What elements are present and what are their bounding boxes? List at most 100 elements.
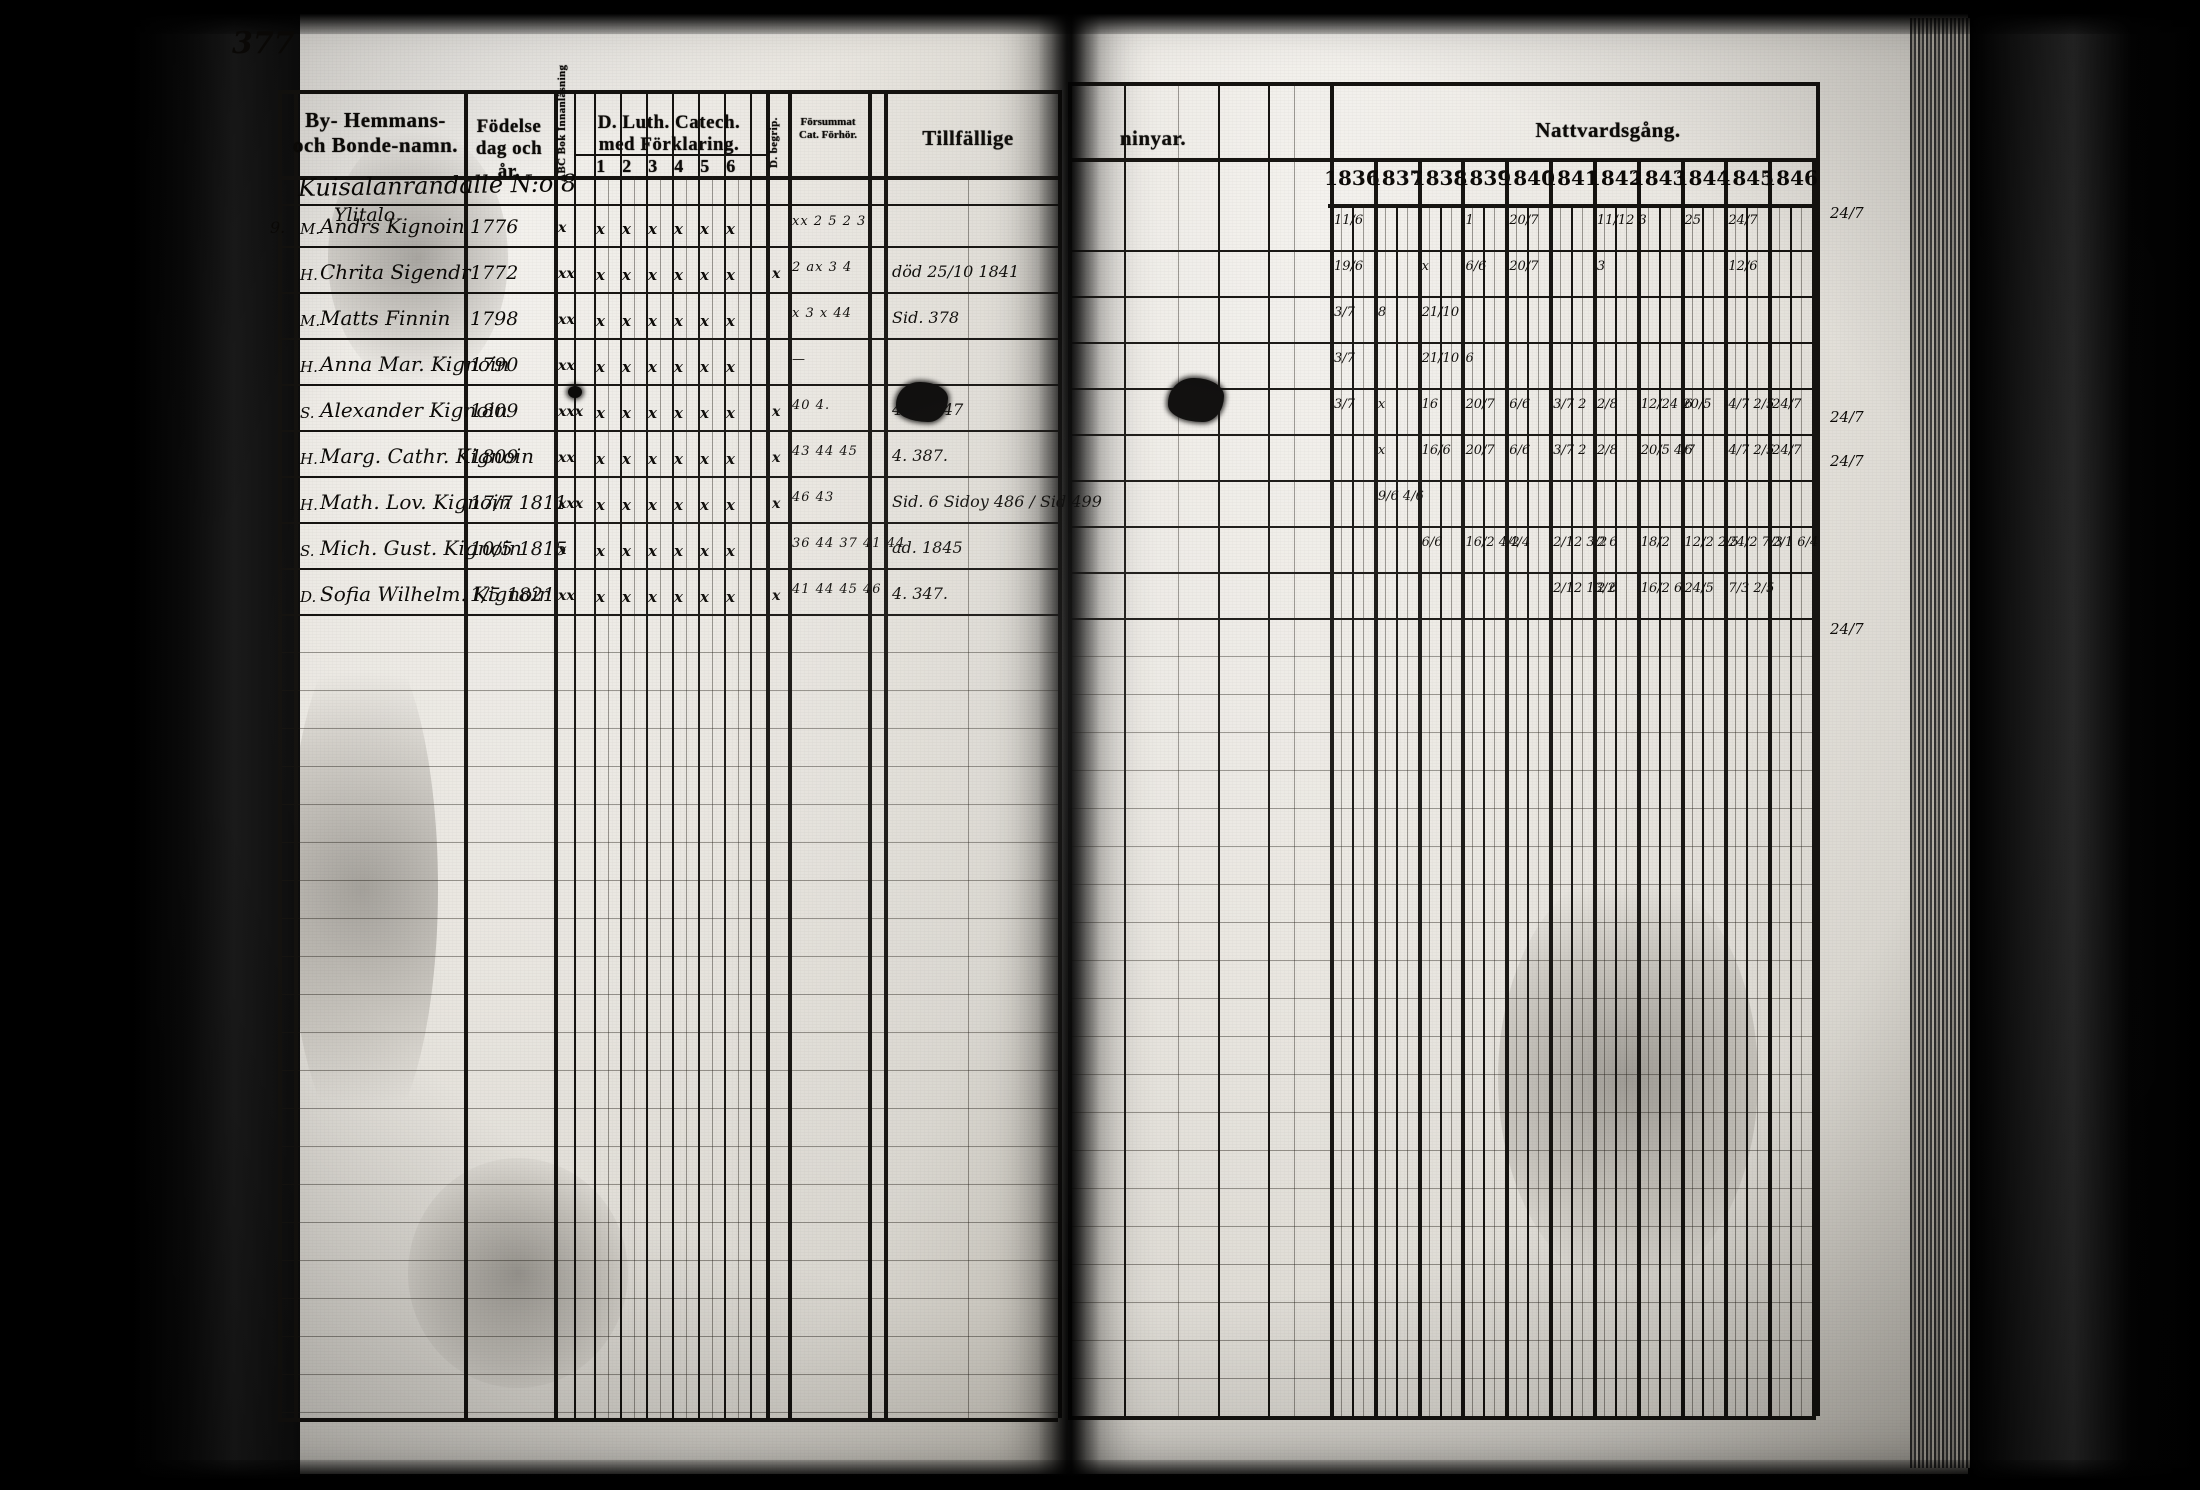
grid-line-vertical: [1615, 204, 1617, 1416]
communion-mark-r5-1841: 3/7 2: [1553, 443, 1587, 458]
margin-note-3: 24/7: [1830, 620, 1864, 638]
grid-line-horizontal: [1068, 480, 1816, 482]
row-absent-4: 40 4.: [792, 398, 831, 413]
grid-line-vertical: [1593, 158, 1597, 1416]
communion-mark-r0-1836: 11/6: [1334, 213, 1364, 228]
grid-line-vertical: [1516, 204, 1517, 1416]
margin-note-2: 24/7: [1830, 452, 1864, 470]
grid-line-vertical: [738, 176, 739, 1418]
grid-line-vertical: [1801, 204, 1802, 1416]
grid-line-vertical: [1374, 158, 1378, 1416]
year-header-1845: 1845: [1718, 166, 1775, 190]
grid-line-horizontal: [1068, 82, 1816, 86]
communion-mark-r4-1837: x: [1377, 397, 1386, 412]
row-prefix-6: H.: [300, 496, 318, 514]
year-header-1836: 1836: [1324, 166, 1380, 190]
communion-mark-r4-1841: 3/7 2: [1553, 397, 1587, 412]
row-notes-8: 4. 347.: [892, 584, 948, 603]
communion-mark-r3-1838: 21/10: [1421, 351, 1460, 366]
header-absent-column: Försummat Cat. Förhör.: [799, 116, 857, 141]
communion-mark-r5-1840: 6/6: [1509, 443, 1531, 458]
grid-line-vertical: [1812, 158, 1816, 1416]
grid-line-horizontal: [278, 1032, 1058, 1033]
grid-line-vertical: [1385, 204, 1386, 1416]
grid-line-vertical: [1790, 204, 1792, 1416]
row-catechism-1-1: x: [596, 266, 605, 284]
grid-line-horizontal: [278, 1184, 1058, 1185]
row-catechism-5-3: x: [648, 450, 657, 468]
ink-blot: [896, 382, 948, 422]
grid-line-horizontal: [1068, 656, 1816, 657]
communion-mark-r4-1845: 4/7 2/5: [1728, 397, 1775, 412]
grid-line-vertical: [1659, 204, 1661, 1416]
grid-line-horizontal: [278, 652, 1058, 653]
row-catechism-2-1: x: [596, 312, 605, 330]
row-abc-8: xx: [558, 588, 575, 604]
grid-line-vertical: [464, 90, 468, 1418]
row-name-6: Math. Lov. Kignoin: [320, 490, 512, 514]
grid-line-vertical: [1494, 204, 1495, 1416]
row-birth-3: 1790: [470, 354, 519, 376]
row-dbegrip-1: x: [772, 266, 781, 282]
grid-line-vertical: [1058, 90, 1062, 1418]
row-catechism-7-2: x: [622, 542, 631, 560]
grid-line-horizontal: [1068, 1226, 1816, 1227]
grid-line-horizontal: [1068, 1416, 1816, 1420]
row-birth-1: 1772: [470, 262, 519, 284]
row-dbegrip-6: x: [772, 496, 781, 512]
grid-line-vertical: [968, 176, 969, 1418]
grid-line-horizontal: [1068, 694, 1816, 695]
row-catechism-6-5: x: [700, 496, 709, 514]
scan-vignette-bottom: [0, 1460, 2200, 1490]
grid-line-horizontal: [1068, 618, 1816, 620]
row-prefix-7: S.: [300, 542, 315, 560]
farm-heading: Kuisalanrandalle N:o 8: [297, 169, 577, 202]
grid-line-horizontal: [278, 994, 1058, 995]
row-absent-2: x 3 x 44: [792, 306, 852, 321]
communion-mark-r5-1844: 6: [1684, 443, 1693, 458]
row-prefix-8: D.: [300, 588, 317, 606]
grid-line-horizontal: [278, 1374, 1058, 1375]
row-catechism-2-3: x: [648, 312, 657, 330]
row-birth-5: 1809: [470, 446, 519, 468]
row-catechism-6-3: x: [648, 496, 657, 514]
grid-line-horizontal: [278, 1108, 1058, 1109]
grid-line-vertical: [1363, 204, 1364, 1416]
grid-line-horizontal: [278, 690, 1058, 691]
row-absent-1: 2 ax 3 4: [792, 260, 853, 275]
row-catechism-3-5: x: [700, 358, 709, 376]
grid-line-horizontal: [1068, 732, 1816, 733]
row-catechism-6-6: x: [726, 496, 735, 514]
row-catechism-3-1: x: [596, 358, 605, 376]
communion-mark-r7-1840: 4/4: [1509, 535, 1531, 550]
grid-line-horizontal: [1068, 808, 1816, 809]
communion-mark-r7-1846: 2/1 6/4: [1772, 535, 1819, 550]
header-notes-continued: ninyar.: [1119, 126, 1187, 150]
row-catechism-8-3: x: [648, 588, 657, 606]
grid-line-horizontal: [1068, 1074, 1816, 1075]
row-catechism-0-3: x: [648, 220, 657, 238]
grid-line-vertical: [698, 90, 700, 1418]
header-catechism-column: D. Luth. Catech. med Förklaring.: [597, 112, 741, 156]
grid-line-vertical: [1330, 158, 1334, 1416]
row-catechism-7-5: x: [700, 542, 709, 560]
grid-line-vertical: [884, 90, 888, 1418]
grid-line-horizontal: [1068, 1302, 1816, 1303]
grid-line-vertical: [1218, 82, 1220, 1416]
year-header-1842: 1842: [1586, 166, 1643, 190]
grid-line-horizontal: [278, 918, 1058, 919]
grid-line-horizontal: [1068, 1188, 1816, 1189]
row-absent-8: 41 44 45 46: [792, 582, 882, 597]
communion-mark-r2-1838: 21/10: [1421, 305, 1460, 320]
communion-mark-r5-1839: 20/7: [1465, 443, 1495, 458]
row-catechism-0-1: x: [596, 220, 605, 238]
grid-line-horizontal: [1068, 1264, 1816, 1265]
grid-line-vertical: [686, 176, 687, 1418]
row-absent-7: 36 44 37 41 44: [792, 536, 906, 551]
grid-line-horizontal: [1068, 250, 1816, 252]
communion-mark-r5-1838: 16/6: [1421, 443, 1451, 458]
grid-line-horizontal: [1068, 158, 1816, 162]
ink-blot: [1168, 378, 1224, 422]
row-catechism-5-4: x: [674, 450, 683, 468]
grid-line-vertical: [1757, 204, 1758, 1416]
